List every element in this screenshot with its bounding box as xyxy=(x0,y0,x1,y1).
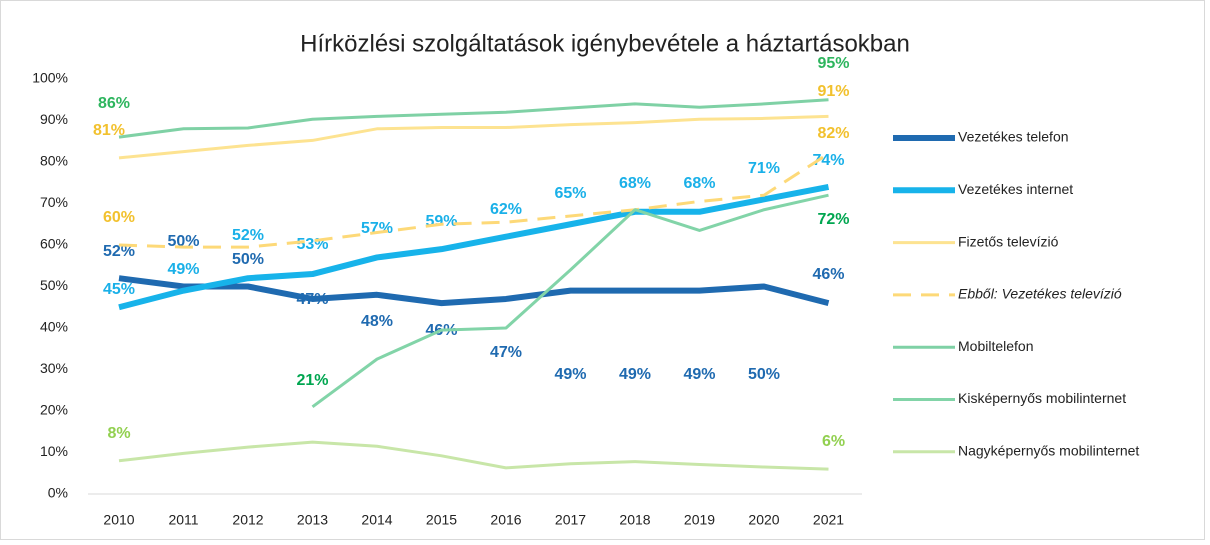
x-tick-label: 2016 xyxy=(490,512,521,528)
data-label: 65% xyxy=(554,185,586,202)
data-label: 49% xyxy=(683,366,715,383)
data-label: 91% xyxy=(817,83,849,100)
data-label: 62% xyxy=(490,201,522,218)
data-label: 68% xyxy=(619,175,651,192)
data-label: 52% xyxy=(232,227,264,244)
y-tick-label: 40% xyxy=(40,319,68,335)
series-line xyxy=(118,98,829,139)
series-line xyxy=(118,440,829,471)
x-tick-label: 2011 xyxy=(168,512,198,528)
data-label: 68% xyxy=(683,175,715,192)
y-tick-label: 30% xyxy=(40,360,68,376)
x-tick-label: 2021 xyxy=(813,512,844,528)
y-tick-label: 90% xyxy=(40,111,68,127)
data-label: 50% xyxy=(748,366,780,383)
x-tick-label: 2014 xyxy=(361,512,392,528)
data-label: 6% xyxy=(822,433,845,450)
y-tick-label: 100% xyxy=(32,70,68,86)
series-line xyxy=(118,275,830,307)
data-label: 74% xyxy=(812,152,844,169)
legend-label: Mobiltelefon xyxy=(958,338,1034,354)
data-label: 49% xyxy=(619,366,651,383)
data-label: 45% xyxy=(103,281,135,298)
data-label: 57% xyxy=(361,220,393,237)
x-tick-label: 2020 xyxy=(748,512,779,528)
legend-label: Nagyképernyős mobilinternet xyxy=(958,443,1139,459)
x-tick-label: 2012 xyxy=(232,512,263,528)
y-tick-label: 50% xyxy=(40,277,68,293)
legend-label: Vezetékes internet xyxy=(958,181,1073,197)
y-tick-label: 60% xyxy=(40,236,68,252)
data-label: 60% xyxy=(103,209,135,226)
y-tick-label: 10% xyxy=(40,443,68,459)
data-label: 82% xyxy=(817,125,849,142)
y-tick-label: 80% xyxy=(40,153,68,169)
data-label: 95% xyxy=(817,55,849,72)
data-label: 49% xyxy=(554,366,586,383)
chart-title: Hírközlési szolgáltatások igénybevétele … xyxy=(300,30,910,57)
data-label: 86% xyxy=(98,95,130,112)
legend-label: Vezetékes telefon xyxy=(958,129,1069,145)
data-label: 48% xyxy=(361,313,393,330)
data-label: 8% xyxy=(107,425,130,442)
data-label: 50% xyxy=(232,251,264,268)
x-tick-label: 2019 xyxy=(684,512,715,528)
data-label: 47% xyxy=(296,291,328,308)
data-label: 46% xyxy=(812,266,844,283)
y-tick-label: 20% xyxy=(40,402,68,418)
legend-label: Ebből: Vezetékes televízió xyxy=(958,286,1122,302)
series-line xyxy=(118,152,830,249)
x-tick-label: 2018 xyxy=(619,512,650,528)
data-label: 47% xyxy=(490,344,522,361)
series-line xyxy=(311,193,829,409)
data-label: 49% xyxy=(167,261,199,278)
data-label: 81% xyxy=(93,122,125,139)
legend-label: Fizetős televízió xyxy=(958,233,1059,249)
data-label: 21% xyxy=(296,372,328,389)
data-label: 59% xyxy=(425,213,457,230)
data-label: 71% xyxy=(748,160,780,177)
series-line xyxy=(118,114,829,160)
x-tick-label: 2013 xyxy=(297,512,328,528)
x-tick-label: 2010 xyxy=(103,512,134,528)
y-tick-label: 70% xyxy=(40,194,68,210)
x-tick-label: 2017 xyxy=(555,512,586,528)
legend-label: Kisképernyős mobilinternet xyxy=(958,390,1126,406)
y-tick-label: 0% xyxy=(48,485,68,501)
data-label: 72% xyxy=(817,211,849,228)
x-tick-label: 2015 xyxy=(426,512,457,528)
series-line xyxy=(118,183,830,311)
data-label: 52% xyxy=(103,243,135,260)
